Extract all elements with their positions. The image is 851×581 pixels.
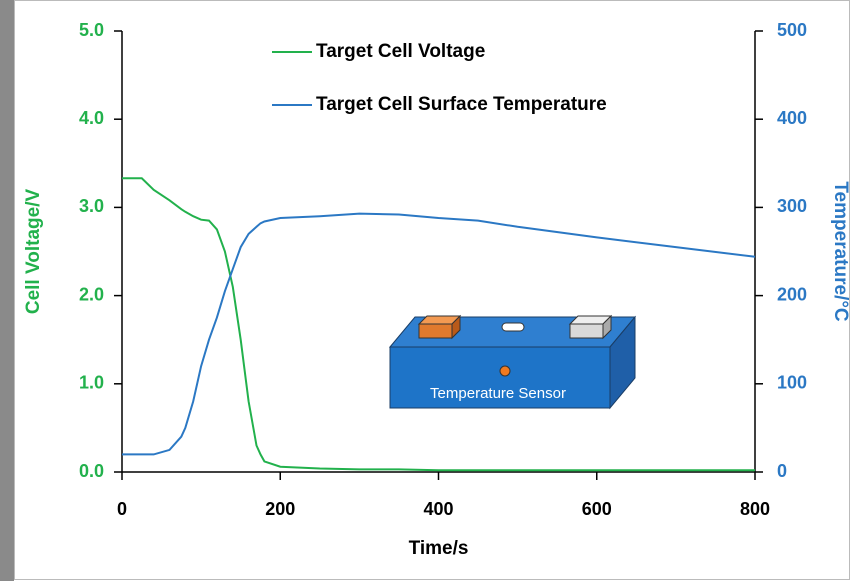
y-tick-label: 4.0 [79,108,104,128]
series-line [122,212,756,456]
y-axis-label: Cell Voltage/V [23,189,44,315]
y2-tick-label: 100 [777,373,807,393]
x-tick-label: 0 [117,499,127,519]
y2-tick-label: 500 [777,20,807,40]
y-tick-label: 1.0 [79,373,104,393]
legend-label: Target Cell Surface Temperature [316,94,607,115]
x-tick-label: 400 [423,499,453,519]
annotation: Temperature Sensor [430,385,566,402]
x-tick-label: 200 [265,499,295,519]
y2-tick-label: 400 [777,108,807,128]
y2-tick-label: 300 [777,196,807,216]
y2-tick-label: 0 [777,461,787,481]
y2-tick-label: 200 [777,284,807,304]
y-tick-label: 0.0 [79,461,104,481]
x-tick-label: 800 [740,499,770,519]
legend-label: Target Cell Voltage [316,41,485,62]
frame [14,0,850,580]
x-tick-label: 600 [582,499,612,519]
y-tick-label: 2.0 [79,284,104,304]
y-tick-label: 3.0 [79,196,104,216]
battery-diagram [388,314,637,410]
x-axis-label: Time/s [409,538,469,559]
photo-strip [0,0,14,581]
y-tick-label: 5.0 [79,20,104,40]
series-line [122,177,755,472]
y2-axis-label: Temperature/°C [830,181,851,322]
